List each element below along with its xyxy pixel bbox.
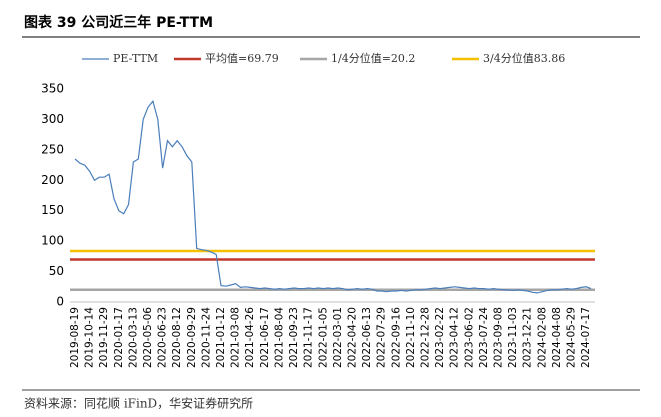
x-tick-label: 2020-03-13: [127, 307, 139, 368]
x-tick-label: 2022-03-01: [332, 307, 344, 368]
x-tick-label: 2024-05-29: [566, 307, 578, 368]
x-tick-label: 2021-06-17: [259, 307, 271, 368]
y-tick-label: 250: [41, 142, 64, 156]
source: 资料来源：同花顺 iFinD，华安证券研究所: [24, 396, 253, 411]
x-tick-label: 2020-11-24: [200, 307, 212, 368]
legend-label: 平均值=69.79: [205, 52, 279, 65]
x-tick-label: 2023-09-08: [493, 307, 505, 368]
x-tick-label: 2021-11-17: [303, 307, 315, 368]
x-tick-label: 2023-11-03: [507, 307, 519, 368]
x-tick-label: 2023-07-24: [478, 307, 490, 368]
x-tick-label: 2022-07-29: [376, 307, 388, 368]
x-tick-label: 2023-04-12: [449, 307, 461, 368]
y-tick-label: 100: [41, 234, 64, 248]
x-tick-label: 2022-11-10: [405, 307, 417, 368]
x-tick-label: 2023-12-21: [522, 307, 534, 368]
x-tick-label: 2024-07-17: [580, 307, 592, 368]
x-tick-label: 2021-04-26: [244, 307, 256, 368]
y-tick-label: 150: [41, 203, 64, 217]
x-tick-label: 2021-08-04: [273, 307, 285, 368]
y-tick-label: 50: [49, 264, 64, 278]
x-tick-label: 2022-09-16: [390, 307, 402, 368]
x-tick-label: 2021-09-23: [288, 307, 300, 368]
x-tick-label: 2020-09-29: [186, 307, 198, 368]
x-tick-label: 2023-02-22: [434, 307, 446, 368]
x-tick-label: 2023-06-02: [463, 307, 475, 368]
x-tick-label: 2020-01-17: [113, 307, 125, 368]
x-tick-label: 2019-11-29: [98, 307, 110, 368]
x-tick-label: 2020-05-06: [142, 307, 154, 368]
x-tick-label: 2024-04-08: [551, 307, 563, 368]
x-tick-label: 2022-01-05: [317, 307, 329, 368]
y-tick-label: 0: [56, 295, 64, 309]
data-line: [74, 99, 592, 294]
y-tick-label: 350: [41, 82, 64, 96]
x-tick-label: 2022-06-13: [361, 307, 373, 368]
y-tick-label: 200: [41, 173, 64, 187]
x-tick-label: 2022-12-28: [419, 307, 431, 368]
legend-label: 3/4分位值83.86: [483, 51, 565, 65]
x-tick-label: 2022-04-20: [346, 307, 358, 368]
x-tick-label: 2020-08-12: [171, 307, 183, 368]
x-tick-label: 2019-08-19: [69, 307, 81, 368]
x-tick-label: 2019-10-14: [84, 307, 96, 368]
y-tick-label: 300: [41, 112, 64, 126]
x-tick-label: 2021-01-12: [215, 307, 227, 368]
x-tick-label: 2021-03-08: [230, 307, 242, 368]
legend-label: 1/4分位值=20.2: [331, 51, 415, 65]
chart-title: 图表 39 公司近三年 PE-TTM: [24, 14, 213, 31]
legend-label: PE-TTM: [113, 52, 158, 65]
x-tick-label: 2020-06-23: [157, 307, 169, 368]
x-tick-label: 2024-02-08: [536, 307, 548, 368]
